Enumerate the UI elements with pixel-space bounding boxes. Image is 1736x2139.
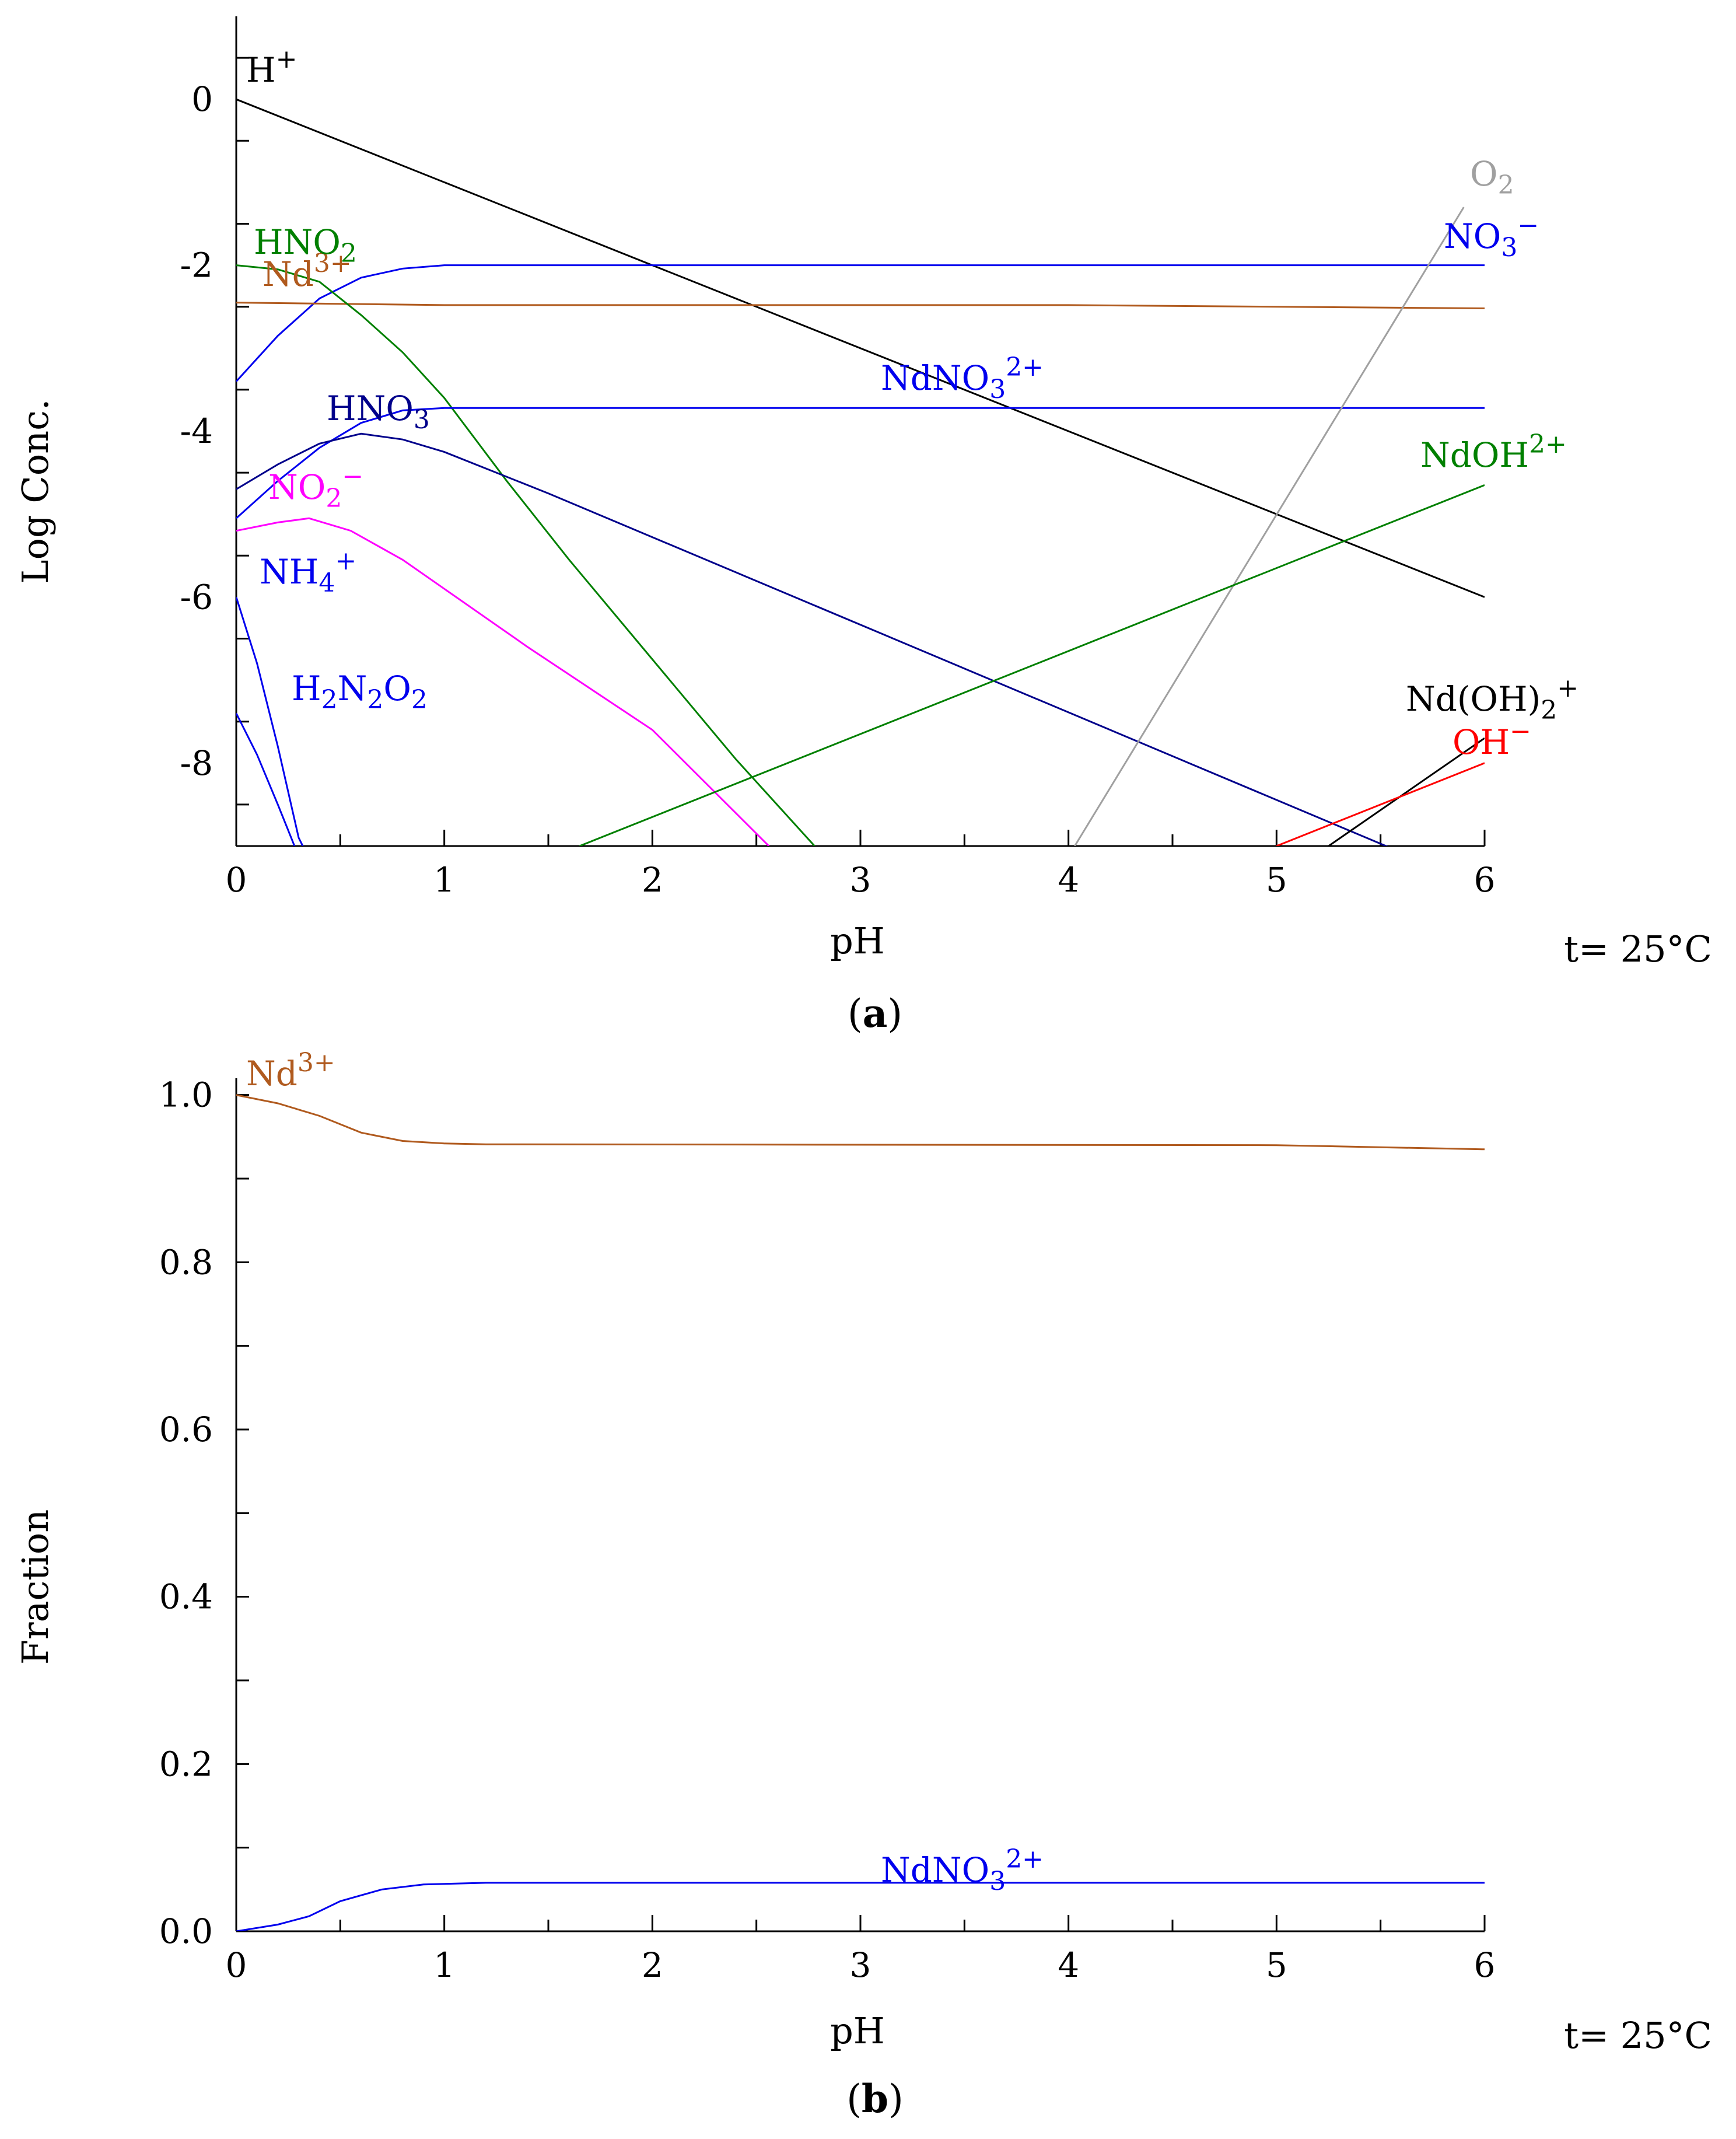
panel-b-species-labels: Nd3+ NdNO32+	[246, 1048, 1044, 1896]
series-line-NH4-	[236, 596, 304, 846]
b-x-tick-label: 6	[1474, 1945, 1496, 1985]
a-x-tick-label: 4	[1058, 860, 1079, 900]
series-line-NdNO3-2-	[236, 1882, 1485, 1931]
a-x-tick-label: 5	[1266, 860, 1287, 900]
a-x-tick-label: 1	[433, 860, 455, 900]
panel-a-series	[236, 98, 1485, 846]
panel-b-series	[236, 1094, 1485, 1931]
series-line-Nd-OH-2-	[1328, 737, 1485, 846]
b-x-tick-label: 5	[1266, 1945, 1287, 1985]
series-line-H-	[236, 98, 1485, 598]
panel-b-xlabel: pH	[830, 2009, 885, 2052]
series-line-HNO3	[236, 432, 1388, 846]
panel-b-caption: (b)	[846, 2076, 904, 2121]
series-line-Nd3-	[236, 302, 1485, 309]
b-x-tick-label: 2	[642, 1945, 663, 1985]
b-x-tick-label: 4	[1058, 1945, 1079, 1985]
b-y-tick-label: 0.2	[159, 1744, 213, 1784]
b-y-tick-label: 0.6	[159, 1410, 213, 1449]
b-y-tick-label: 0.0	[159, 1911, 213, 1951]
species-label-Nd-OH-2-: Nd(OH)2+	[1406, 673, 1578, 725]
species-label-NdOH2-: NdOH2+	[1420, 429, 1567, 475]
series-line-NO3-	[236, 264, 1485, 382]
series-line-HNO2	[236, 264, 816, 846]
species-label-O2: O2	[1470, 154, 1514, 200]
species-label-OH-: OH−	[1452, 717, 1531, 762]
a-x-tick-label: 3	[850, 860, 872, 900]
series-line-O2	[1074, 207, 1465, 846]
b-x-tick-label: 1	[433, 1945, 455, 1985]
panel-a-axes: 0 1 2 3 4 5 6 0 -2 -4 -6 -8	[180, 16, 1496, 900]
panel-a-xlabel: pH	[830, 920, 885, 962]
a-y-tick-label: -6	[180, 577, 214, 617]
series-line-NdNO3-2-	[236, 407, 1485, 519]
panel-a-temperature-note: t= 25°C	[1564, 928, 1712, 970]
species-label-NdNO3-2-: NdNO32+	[881, 1844, 1044, 1896]
species-label-NdNO3-2-: NdNO32+	[881, 352, 1044, 404]
b-y-tick-label: 0.8	[159, 1242, 213, 1282]
a-y-tick-label: 0	[191, 79, 213, 119]
panel-b-axes: 0 1 2 3 4 5 6 0.0 0.2 0.4 0.6 0.8 1.0	[159, 1075, 1496, 1985]
series-line-NO2-	[236, 517, 770, 846]
panel-b-temperature-note: t= 25°C	[1564, 2014, 1712, 2057]
a-y-tick-label: -8	[180, 743, 214, 783]
series-line-H2N2O2	[236, 712, 296, 846]
species-label-Nd3-: Nd3+	[262, 249, 352, 294]
series-line-OH-	[1276, 762, 1485, 846]
panel-a-caption: (a)	[848, 991, 902, 1036]
b-y-tick-label: 1.0	[159, 1075, 213, 1115]
species-label-NH4-: NH4+	[260, 546, 356, 598]
series-line-Nd3-	[236, 1094, 1485, 1151]
a-x-tick-label: 0	[226, 860, 247, 900]
panel-b-ylabel: Fraction	[14, 1509, 57, 1665]
series-line-NdOH2-	[579, 484, 1485, 846]
species-label-HNO2: HNO2	[254, 222, 357, 268]
a-y-tick-label: -4	[180, 411, 214, 451]
panel-a-log-concentration-chart: 0 1 2 3 4 5 6 0 -2 -4 -6 -8 H+ NO3− Nd3+HNO2 NdNO32+ HN…	[14, 16, 1712, 1036]
panel-b-fraction-chart: 0 1 2 3 4 5 6 0.0 0.2 0.4 0.6 0.8 1.0 Nd3+ NdNO32+ pH…	[14, 1048, 1712, 2121]
species-label-NO2-: NO2−	[268, 462, 363, 513]
species-label-H2N2O2: H2N2O2	[292, 669, 428, 715]
a-x-tick-label: 6	[1474, 860, 1496, 900]
panel-a-species-labels: H+ NO3− Nd3+HNO2 NdNO32+ HNO3 NO2− NH4+ H2N2O2 O…	[246, 44, 1578, 762]
b-x-tick-label: 3	[850, 1945, 872, 1985]
panel-a-ylabel: Log Conc.	[14, 399, 57, 583]
species-label-Nd3-: Nd3+	[246, 1048, 335, 1093]
species-label-NO3-: NO3−	[1444, 211, 1539, 263]
a-y-tick-label: -2	[180, 246, 214, 285]
b-x-tick-label: 0	[226, 1945, 247, 1985]
species-label-H-: H+	[246, 44, 297, 90]
species-label-HNO3: HNO3	[327, 389, 430, 435]
a-x-tick-label: 2	[642, 860, 663, 900]
b-y-tick-label: 0.4	[159, 1577, 213, 1617]
